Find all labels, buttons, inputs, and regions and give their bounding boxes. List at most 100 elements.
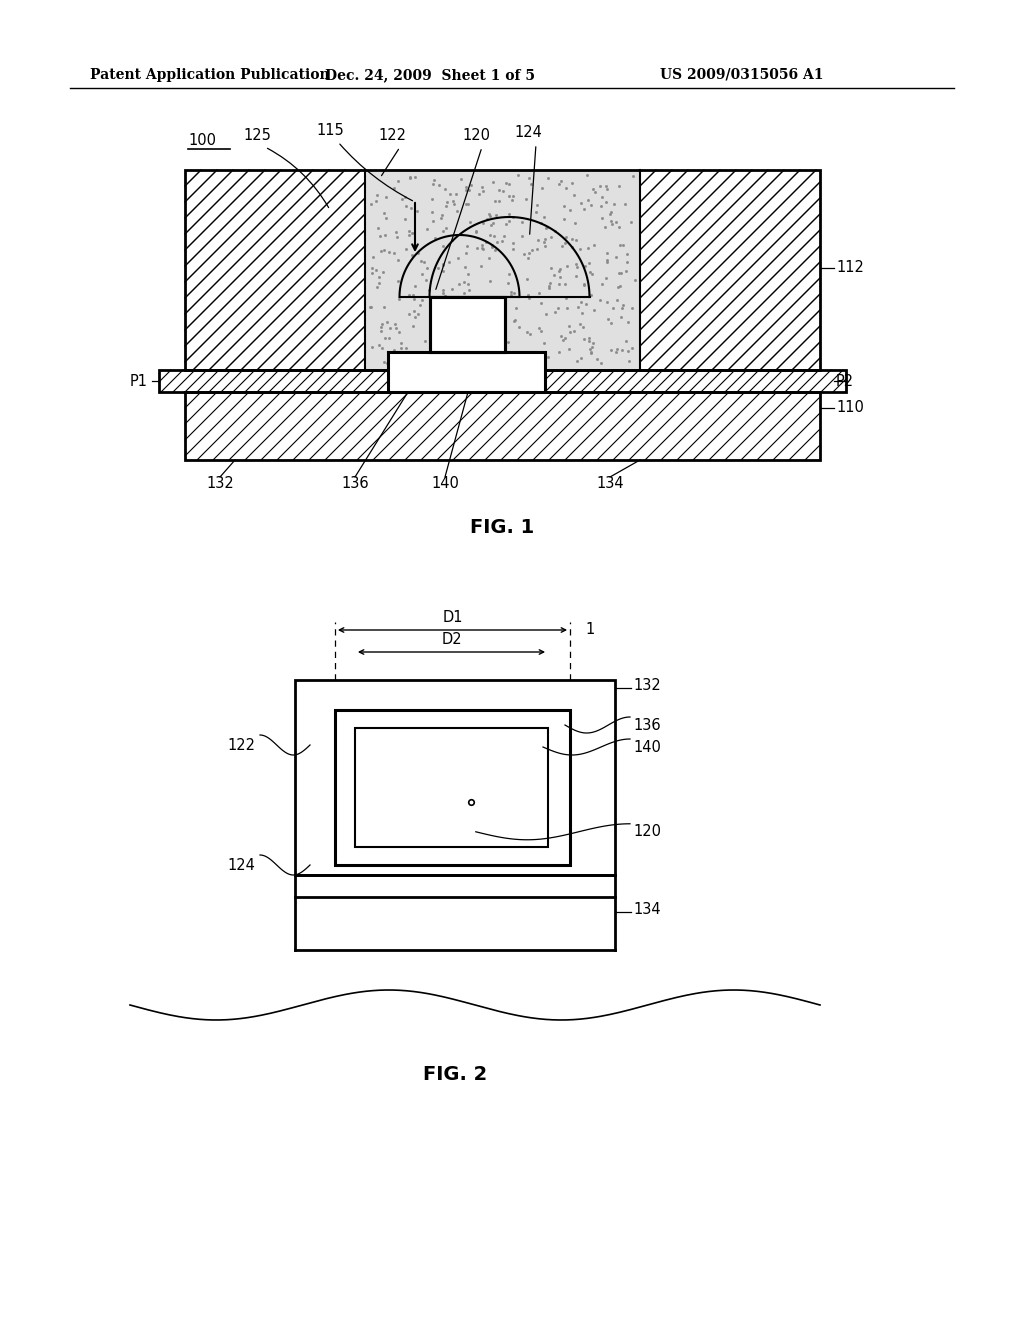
Point — [565, 321, 582, 342]
Point — [406, 223, 422, 244]
Point — [580, 238, 596, 259]
Point — [504, 190, 520, 211]
Point — [458, 194, 474, 215]
Point — [583, 342, 599, 363]
Point — [610, 263, 627, 284]
Bar — [430, 297, 505, 352]
Point — [540, 346, 556, 367]
Point — [434, 253, 451, 275]
Point — [370, 276, 386, 297]
Point — [462, 211, 478, 232]
Point — [527, 202, 544, 223]
Point — [391, 322, 408, 343]
Point — [400, 284, 417, 305]
Point — [572, 314, 589, 335]
Point — [449, 352, 465, 374]
Point — [487, 239, 504, 260]
Point — [441, 183, 458, 205]
Point — [490, 190, 507, 211]
Point — [538, 216, 554, 238]
Point — [561, 199, 578, 220]
Point — [528, 194, 545, 215]
Point — [484, 172, 501, 193]
Point — [556, 209, 572, 230]
Point — [608, 289, 625, 310]
Point — [540, 346, 556, 367]
Point — [469, 238, 485, 259]
Point — [376, 351, 392, 372]
Point — [520, 243, 537, 264]
Point — [473, 255, 489, 276]
Point — [534, 213, 550, 234]
Point — [514, 211, 530, 232]
Point — [559, 255, 575, 276]
Point — [421, 280, 437, 301]
Point — [500, 331, 516, 352]
Point — [443, 313, 460, 334]
Point — [501, 174, 517, 195]
Point — [575, 275, 592, 296]
Point — [426, 170, 442, 191]
Point — [503, 284, 519, 305]
Point — [530, 318, 547, 339]
Point — [514, 226, 530, 247]
Point — [380, 347, 396, 368]
Bar — [388, 352, 545, 392]
Point — [472, 334, 488, 355]
Point — [472, 329, 488, 350]
Bar — [355, 729, 548, 847]
Point — [485, 226, 502, 247]
Point — [438, 218, 455, 239]
Point — [521, 288, 538, 309]
Point — [580, 189, 596, 210]
Point — [614, 297, 631, 318]
Point — [618, 244, 635, 265]
Point — [435, 279, 452, 300]
Point — [390, 288, 407, 309]
Point — [425, 173, 441, 194]
Point — [386, 313, 402, 334]
Point — [599, 292, 615, 313]
Point — [414, 264, 430, 285]
Point — [505, 238, 521, 259]
Point — [364, 337, 380, 358]
Point — [564, 228, 581, 249]
Point — [571, 239, 588, 260]
Point — [530, 282, 547, 304]
Point — [364, 257, 380, 279]
Point — [481, 271, 498, 292]
Point — [434, 253, 451, 275]
Point — [430, 257, 446, 279]
Point — [605, 297, 622, 318]
Text: 134: 134 — [596, 477, 624, 491]
Point — [591, 289, 607, 310]
Point — [507, 343, 523, 364]
Point — [388, 222, 404, 243]
Point — [625, 165, 641, 186]
Point — [573, 292, 590, 313]
Point — [572, 314, 589, 335]
Point — [503, 282, 519, 304]
Point — [535, 177, 551, 198]
Point — [535, 177, 551, 198]
Point — [536, 232, 552, 253]
Point — [438, 195, 455, 216]
Point — [412, 294, 428, 315]
Point — [381, 242, 397, 263]
Point — [604, 214, 621, 235]
Point — [505, 186, 521, 207]
Point — [418, 269, 434, 290]
Point — [463, 174, 479, 195]
Point — [627, 269, 643, 290]
Point — [410, 201, 426, 222]
Point — [460, 194, 476, 215]
Point — [516, 243, 532, 264]
Point — [505, 238, 521, 259]
Point — [433, 207, 450, 228]
Point — [474, 181, 490, 202]
Point — [462, 211, 478, 232]
Point — [625, 297, 641, 318]
Point — [589, 348, 605, 370]
Point — [445, 314, 462, 335]
Point — [584, 337, 600, 358]
